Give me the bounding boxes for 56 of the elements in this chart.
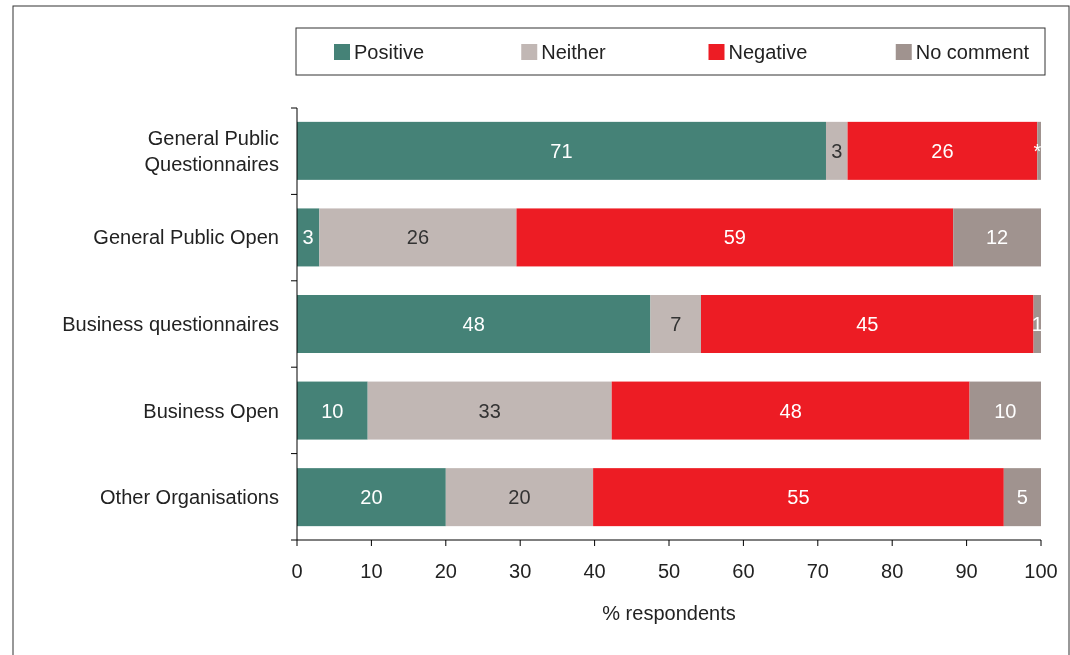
x-tick-label: 30: [509, 560, 532, 582]
x-tick-label: 80: [881, 560, 904, 582]
data-label: 26: [931, 139, 954, 162]
x-tick-label: 100: [1024, 560, 1058, 582]
bar: [969, 381, 1041, 440]
x-tick-label: 40: [583, 560, 606, 582]
data-label: 20: [360, 486, 383, 509]
x-tick-label: 20: [434, 560, 457, 582]
y-tick-label: General Public Questionnaires: [144, 126, 279, 175]
bar: [319, 208, 517, 267]
data-label: 7: [670, 313, 682, 335]
bar: [445, 468, 594, 527]
data-label: 55: [787, 486, 810, 509]
legend-label: Negative: [728, 41, 808, 63]
bar: [593, 468, 1004, 527]
y-tick-label: Business Open: [143, 399, 279, 422]
bar: [297, 468, 446, 527]
bar: [1003, 468, 1041, 527]
x-tick-label: 50: [657, 560, 681, 582]
bar: [516, 208, 954, 267]
bar: [700, 295, 1034, 353]
x-tick-label: 70: [806, 560, 829, 582]
bar: [611, 381, 970, 440]
data-label: 33: [478, 399, 501, 422]
data-label: 48: [779, 399, 802, 422]
data-label: 3: [831, 139, 843, 162]
x-axis-title: % respondents: [602, 602, 736, 624]
x-tick-label: 10: [360, 560, 383, 582]
x-tick-label: 60: [732, 560, 755, 582]
data-label: 10: [321, 399, 344, 422]
data-label: 48: [462, 313, 485, 335]
y-tick-label: Business questionnaires: [62, 313, 279, 335]
y-tick-label: General Public Open: [93, 226, 279, 249]
bar: [297, 121, 826, 180]
data-label: 71: [550, 139, 573, 162]
data-label: 10: [994, 399, 1017, 422]
data-label: 45: [856, 313, 879, 335]
data-label: 26: [406, 226, 430, 249]
x-tick-label: 0: [291, 560, 303, 582]
bar: [953, 208, 1041, 267]
data-label: 1: [1031, 313, 1043, 335]
bar: [297, 295, 651, 353]
data-label: 3: [302, 226, 314, 249]
legend-label: No comment: [915, 41, 1030, 63]
legend-label: Positive: [354, 41, 425, 63]
bar: [297, 381, 368, 440]
bar: [650, 295, 701, 353]
data-label: 59: [723, 226, 746, 249]
data-label: 12: [985, 226, 1009, 249]
data-label: 5: [1016, 486, 1028, 509]
y-tick-label: Other Organisations: [100, 486, 279, 509]
legend-label: Neither: [541, 41, 607, 63]
bar: [367, 381, 612, 440]
bar: [825, 121, 848, 180]
data-label: 20: [508, 486, 531, 509]
x-tick-label: 90: [955, 560, 978, 582]
